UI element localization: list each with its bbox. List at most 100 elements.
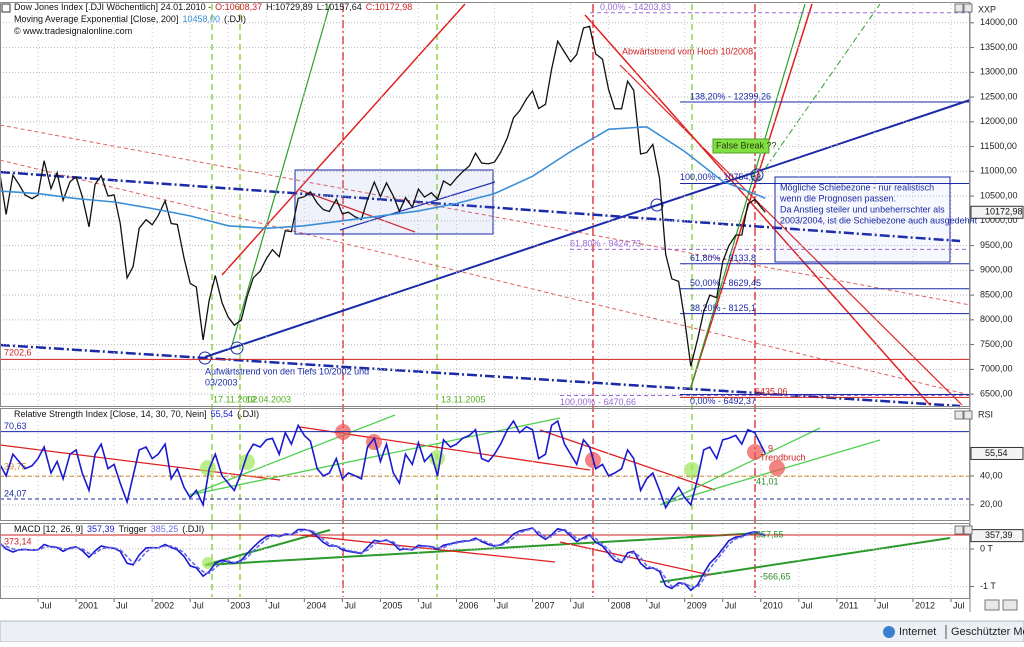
header-part: (.DJI) (237, 409, 259, 419)
x-tick-label: Jul (40, 600, 52, 610)
x-tick-label: 2009 (687, 600, 707, 610)
x-tick-label: Jul (192, 600, 204, 610)
x-tick-label: 2012 (915, 600, 935, 610)
trend-line (559, 541, 711, 576)
header-part: Relative Strength Index [Close, 14, 30, … (14, 409, 207, 419)
x-tick-label: 2008 (611, 600, 631, 610)
trend-line (539, 429, 716, 491)
level-label: 373,14 (4, 536, 32, 546)
x-tick-label: 2003 (230, 600, 250, 610)
button[interactable] (963, 410, 973, 420)
y-tick-label: 0 T (980, 543, 993, 553)
level-label: 6435,06 (755, 387, 788, 397)
header-part: Dow Jones Index [.DJI Wöchentlich] 24.01… (14, 2, 211, 12)
series-line (0, 25, 766, 367)
panel-header: Moving Average Exponential [Close, 200] 1… (14, 14, 246, 24)
x-tick-label: Jul (573, 600, 585, 610)
trend-line (689, 3, 806, 391)
annotation: False Break ?? (716, 140, 777, 150)
button[interactable] (1002, 599, 1018, 611)
pivot-circles (198, 168, 764, 365)
trend-line (299, 534, 556, 563)
x-tick-label: Jul (497, 600, 509, 610)
y-tick-label: 11000,00 (980, 166, 1017, 176)
status-bar: Internet Geschützter Modus: (0, 620, 1024, 643)
button[interactable] (954, 525, 964, 535)
level-label: 0,00% - 14203,83 (600, 2, 671, 12)
header-part: 357,39 (87, 524, 115, 534)
last-value-box (970, 205, 1024, 219)
panel-header: Relative Strength Index [Close, 14, 30, … (14, 409, 259, 419)
x-tick-label: 2004 (306, 600, 326, 610)
header-part: L:10157,64 (317, 2, 362, 12)
series-line (0, 527, 766, 589)
trend-line (0, 159, 971, 396)
trend-line (0, 444, 281, 481)
header-part: Trigger (119, 524, 147, 534)
x-tick-label: 2005 (382, 600, 402, 610)
axis-unit: XXP (978, 4, 996, 14)
trend-line (659, 427, 821, 506)
trend-line (204, 99, 971, 358)
x-tick-label: Jul (877, 600, 889, 610)
zone-label: Internet (899, 626, 936, 638)
x-tick-label: 2011 (839, 600, 858, 610)
annotation: 2003/2004, ist die Schiebezone auch ausg… (780, 215, 978, 225)
header-part: MACD [12, 26, 9] (14, 524, 83, 534)
y-tick-label: 13500,00 (980, 42, 1018, 52)
panel-header: MACD [12, 26, 9] 357,39 Trigger 385,25 (.DJI… (14, 524, 204, 534)
x-tick-label: 2001 (78, 600, 98, 610)
x-tick-label: Jul (344, 600, 356, 610)
data-layer: 6500,00 7000,00 7500,00 8000,00 8500,00 9000,… (0, 2, 1024, 610)
annotation: wenn die Prognosen passen. (779, 193, 896, 203)
x-tick-label: 2010 (763, 600, 783, 610)
trend-line (339, 181, 496, 231)
x-tick-label: Jul (116, 600, 128, 610)
trend-line (0, 170, 961, 243)
signal (684, 462, 700, 478)
header-part: 385,25 (151, 524, 179, 534)
y-tick-label: 13000,00 (980, 67, 1018, 77)
trend-line (299, 189, 416, 233)
pivot (650, 198, 664, 212)
level-label: 50,00% - 8629,45 (690, 278, 761, 288)
signal (769, 460, 785, 476)
annotation: 41,01 (756, 476, 779, 486)
header-part: H:10729,89 (266, 2, 313, 12)
trend-line (221, 3, 466, 276)
level-label: 138,20% - 12399,26 (690, 91, 771, 101)
annotation: Da Anstieg steiler und unbeherrschter al… (780, 204, 945, 214)
pivot (750, 168, 764, 182)
rsi-signals (335, 424, 785, 476)
annotation: Trendbruch (760, 452, 806, 462)
button[interactable] (963, 525, 973, 535)
trend-line (189, 417, 561, 496)
level-label: 100,00% - 6470,66 (560, 397, 636, 407)
x-tick-label: 2006 (458, 600, 478, 610)
level-label: 61,80% - 9133,8 (690, 253, 756, 263)
level-label: 61,80% - 9424,73 (570, 239, 641, 249)
x-tick-label: Jul (725, 600, 737, 610)
annotation: 17.11.2002 (213, 394, 257, 404)
button[interactable] (954, 410, 964, 420)
signal (202, 557, 214, 569)
annotation: 03/2003 (205, 377, 238, 387)
button[interactable] (963, 3, 973, 13)
header-part: 10458,00 (182, 14, 220, 24)
y-tick-label: 20,00 (980, 499, 1003, 509)
header-icon (1, 3, 11, 13)
x-tick-label: Jul (953, 600, 965, 610)
last-value-box (970, 446, 1024, 460)
window-buttons (954, 3, 1018, 611)
trend-line (619, 64, 963, 406)
button[interactable] (954, 3, 964, 13)
y-tick-label: 40,00 (980, 470, 1003, 480)
series-line (0, 125, 766, 230)
annotation: 9 (768, 443, 773, 453)
trend-line (204, 532, 761, 566)
button[interactable] (984, 599, 1000, 611)
status-bar-bg (0, 620, 1024, 643)
y-tick-label: 7000,00 (980, 364, 1013, 374)
